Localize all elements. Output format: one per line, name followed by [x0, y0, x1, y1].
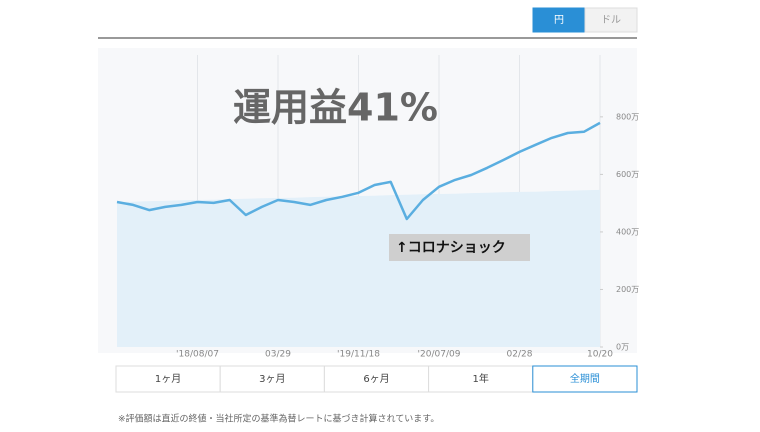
y-tick-label: 800万: [616, 112, 639, 121]
currency-button[interactable]: [532, 7, 586, 33]
period-button[interactable]: [219, 365, 325, 393]
period-button[interactable]: [532, 365, 638, 393]
period-button[interactable]: [323, 365, 430, 393]
x-tick-label: '18/08/07: [176, 350, 219, 360]
period-label: 全期間: [570, 372, 600, 385]
annotation-profit: 運用益41%: [233, 86, 438, 130]
y-tick-label: 400万: [616, 227, 639, 236]
period-label: 6ヶ月: [363, 373, 389, 385]
annotation-corona: ↑コロナショック: [396, 240, 506, 256]
area: [117, 189, 600, 347]
period-label: 1ヶ月: [155, 373, 181, 385]
y-tick-label: 200万: [616, 285, 639, 294]
line: [116, 121, 601, 221]
period-label: 1年: [473, 372, 489, 385]
x-tick-label: 03/29: [265, 350, 291, 360]
period-button[interactable]: [115, 365, 221, 393]
period-button[interactable]: [428, 365, 534, 393]
x-tick-label: '20/07/09: [418, 350, 461, 360]
currency-label: ドル: [601, 15, 621, 26]
currency-label: 円: [554, 15, 564, 26]
footnote: ※評価額は直近の終値・当社所定の基準為替レートに基づき計算されています。: [118, 413, 439, 425]
x-tick-label: '19/11/18: [337, 350, 380, 360]
x-tick-label: 02/28: [507, 350, 533, 360]
y-tick-label: 0万: [616, 343, 629, 352]
y-tick-label: 600万: [616, 170, 639, 179]
annotation-box: [389, 234, 530, 261]
currency-button[interactable]: [584, 7, 638, 33]
period-label: 3ヶ月: [259, 373, 285, 385]
x-tick-label: 10/20: [587, 350, 613, 360]
